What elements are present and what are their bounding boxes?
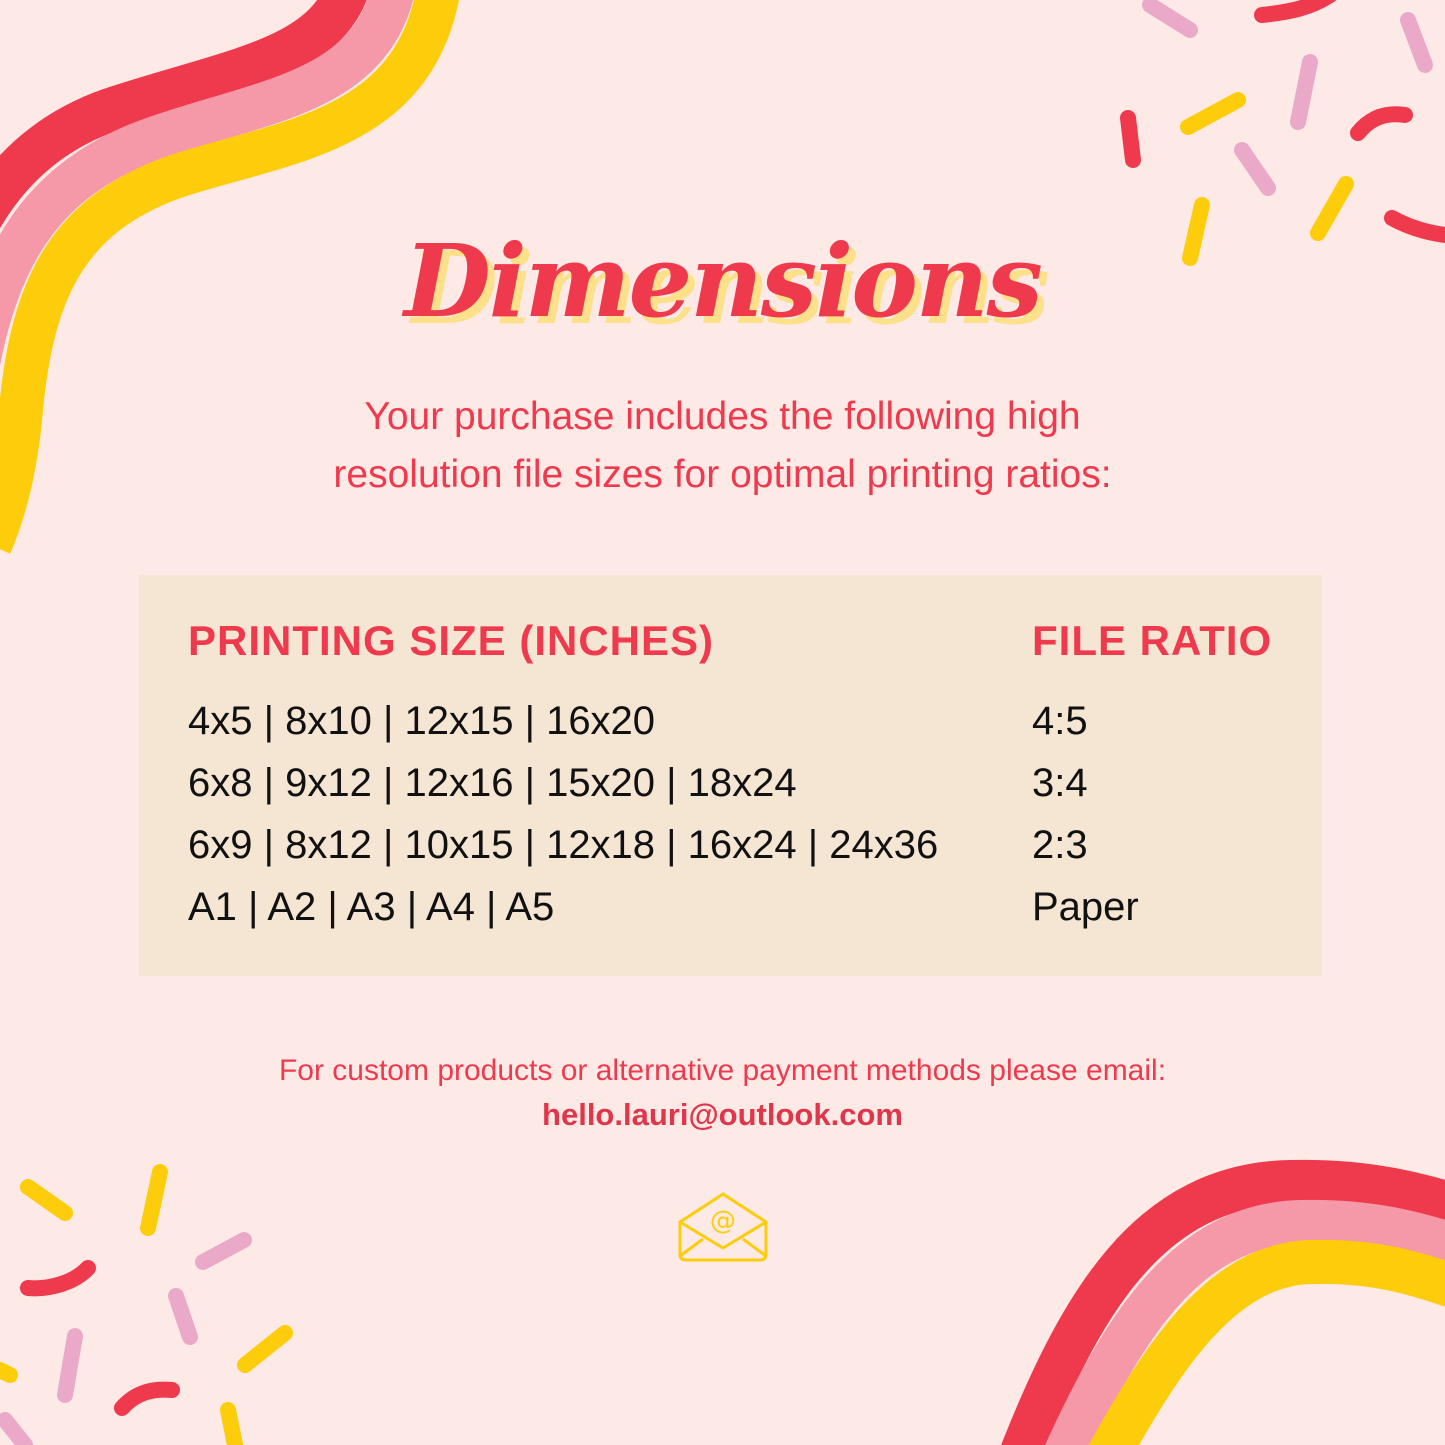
row-ratio: 3:4 — [1032, 761, 1088, 805]
header-file-ratio: FILE RATIO — [1032, 617, 1273, 664]
intro-line: resolution file sizes for optimal printi… — [333, 453, 1112, 496]
svg-text:@: @ — [710, 1206, 736, 1236]
bottom-right-wave — [1001, 1159, 1445, 1445]
row-sizes: A1 | A2 | A3 | A4 | A5 — [188, 885, 555, 929]
row-ratio: Paper — [1032, 885, 1139, 929]
footer-text: For custom products or alternative payme… — [278, 1054, 1167, 1087]
top-left-wave — [0, 0, 459, 554]
header-printing-size: PRINTING SIZE (INCHES) — [188, 617, 715, 664]
row-sizes: 6x8 | 9x12 | 12x16 | 15x20 | 18x24 — [188, 761, 797, 805]
intro-line: Your purchase includes the following hig… — [364, 395, 1081, 438]
page-title: Dimensions — [404, 222, 1043, 340]
row-sizes: 4x5 | 8x10 | 12x15 | 16x20 — [188, 699, 656, 743]
row-sizes: 6x9 | 8x12 | 10x15 | 12x18 | 16x24 | 24x… — [188, 823, 939, 867]
envelope-at-icon: @ — [678, 1192, 768, 1262]
intro-text: Your purchase includes the following hig… — [0, 388, 1445, 504]
email-link[interactable]: hello.lauri@outlook.com — [542, 1097, 903, 1132]
row-ratio: 2:3 — [1032, 823, 1088, 867]
row-ratio: 4:5 — [1032, 699, 1088, 743]
dimensions-table: PRINTING SIZE (INCHES) FILE RATIO 4x5 | … — [139, 575, 1322, 976]
